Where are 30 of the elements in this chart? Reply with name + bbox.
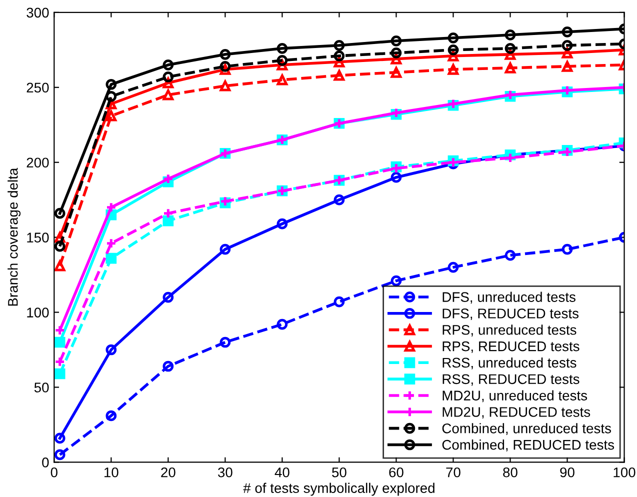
x-tick-label: 10 — [104, 467, 118, 478]
x-tick-label: 100 — [614, 467, 636, 478]
legend-label: DFS, unreduced tests — [442, 292, 576, 304]
x-tick-label: 0 — [50, 467, 58, 478]
x-tick-label: 90 — [560, 467, 574, 478]
y-tick-label: 150 — [27, 232, 49, 242]
x-tick-label: 70 — [446, 467, 460, 478]
x-axis-title: # of tests symbolically explored — [243, 482, 434, 496]
y-tick-label: 200 — [26, 158, 49, 168]
y-axis-title: Branch coverage delta — [8, 168, 21, 306]
x-tick-label: 40 — [274, 467, 290, 478]
legend-label: RSS, unreduced tests — [442, 357, 576, 370]
x-tick-label: 80 — [503, 467, 518, 478]
x-tick-label: 50 — [332, 467, 346, 478]
x-tick-label: 60 — [389, 467, 404, 478]
legend-label: DFS, REDUCED tests — [442, 308, 579, 320]
legend-label: RSS, REDUCED tests — [442, 374, 580, 386]
legend-label: MD2U, unreduced tests — [442, 390, 588, 402]
y-tick-label: 300 — [26, 8, 49, 18]
x-tick-label: 30 — [218, 467, 232, 478]
y-tick-label: 50 — [34, 382, 49, 392]
y-tick-label: 0 — [42, 458, 49, 468]
legend-label: RPS, REDUCED tests — [442, 341, 580, 353]
legend-label: RPS, unreduced tests — [442, 324, 576, 336]
legend-label: Combined, unreduced tests — [442, 423, 611, 435]
legend-label: Combined, REDUCED tests — [442, 440, 614, 452]
y-tick-label: 250 — [26, 82, 49, 93]
legend-label: MD2U, REDUCED tests — [442, 407, 590, 419]
y-tick-label: 100 — [27, 308, 49, 318]
x-tick-label: 20 — [161, 467, 176, 478]
